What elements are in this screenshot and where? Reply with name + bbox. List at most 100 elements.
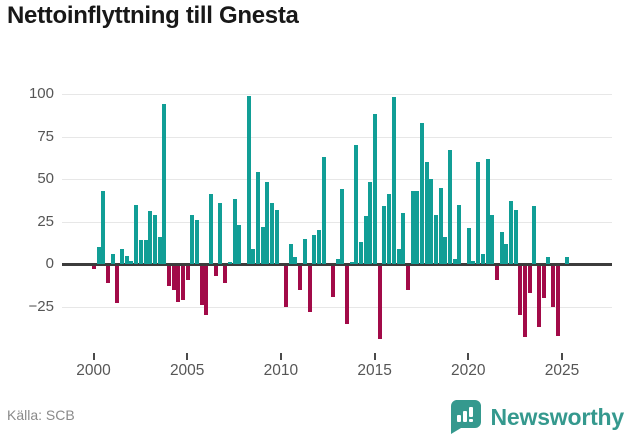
- y-axis-label: 50: [37, 170, 54, 187]
- bar-positive: [101, 190, 106, 264]
- bar-positive: [565, 257, 570, 264]
- x-axis-label: 2025: [544, 362, 580, 379]
- x-axis-tick: [467, 353, 470, 360]
- bar-positive: [396, 248, 401, 264]
- bar-positive: [110, 253, 115, 264]
- x-axis-label: 2010: [263, 362, 299, 379]
- bar-positive: [415, 190, 420, 264]
- bar-positive: [209, 194, 214, 264]
- bar-negative: [330, 266, 335, 297]
- bar-positive: [162, 104, 167, 264]
- bar-negative: [377, 266, 382, 340]
- bar-positive: [143, 240, 148, 264]
- bar-positive: [532, 206, 537, 264]
- x-axis-tick: [186, 353, 189, 360]
- bar-positive: [359, 241, 364, 264]
- bar-positive: [448, 150, 453, 264]
- bar-positive: [321, 156, 326, 264]
- bar-positive: [129, 260, 134, 264]
- bar-negative: [541, 266, 546, 299]
- bar-positive: [274, 209, 279, 264]
- bar-positive: [452, 258, 457, 264]
- y-axis-label: 0: [45, 255, 54, 272]
- bar-positive: [195, 219, 200, 264]
- bar-positive: [265, 182, 270, 264]
- bar-positive: [499, 231, 504, 264]
- x-axis-tick: [279, 353, 282, 360]
- bar-positive: [335, 258, 340, 264]
- gridline: [62, 179, 612, 180]
- bar-positive: [429, 179, 434, 264]
- bar-positive: [419, 122, 424, 264]
- gridline: [62, 94, 612, 95]
- x-axis-label: 2020: [451, 362, 486, 379]
- gridline: [62, 306, 612, 308]
- x-axis-tick: [561, 353, 563, 360]
- bar-positive: [410, 190, 415, 264]
- x-axis-label: 2015: [357, 362, 392, 379]
- bar-negative: [106, 266, 111, 283]
- x-axis-label: 2005: [169, 362, 205, 379]
- bar-negative: [555, 266, 560, 336]
- bar-positive: [457, 204, 462, 264]
- bar-positive: [316, 230, 321, 264]
- bar-negative: [298, 266, 303, 290]
- gridline: [62, 221, 612, 223]
- bar-positive: [157, 236, 162, 264]
- bar-positive: [373, 114, 378, 264]
- bar-positive: [246, 95, 251, 264]
- bar-positive: [480, 253, 485, 264]
- bar-positive: [434, 214, 438, 264]
- bar-positive: [490, 214, 495, 264]
- bar-positive: [382, 206, 387, 264]
- plot-area: 100 75 50 25 0 −25 2000 2005 2010 2015 2020 2025: [0, 85, 631, 388]
- x-axis-tick: [92, 353, 95, 360]
- bar-positive: [288, 243, 293, 264]
- brand-name: Newsworthy: [490, 403, 625, 430]
- bar-negative: [284, 266, 289, 307]
- bar-positive: [546, 257, 551, 264]
- bar-chart-pin-icon: [450, 400, 481, 434]
- bar-negative: [171, 266, 176, 290]
- bar-positive: [237, 224, 242, 264]
- bar-negative: [204, 266, 209, 316]
- bar-positive: [148, 211, 153, 264]
- source-note: Källa: SCB: [7, 407, 75, 423]
- bar-negative: [527, 266, 532, 294]
- bar-positive: [232, 199, 237, 264]
- bar-negative: [176, 266, 181, 302]
- bar-positive: [340, 189, 345, 264]
- bar-positive: [260, 226, 265, 264]
- bar-positive: [476, 162, 481, 264]
- bar-positive: [293, 257, 298, 264]
- bar-positive: [134, 204, 139, 264]
- bar-positive: [438, 187, 443, 264]
- y-axis-label: 25: [37, 212, 54, 230]
- bar-negative: [344, 266, 349, 324]
- bar-positive: [302, 238, 307, 264]
- bar-negative: [213, 266, 218, 277]
- gridline: [62, 136, 612, 138]
- bar-positive: [466, 228, 471, 264]
- chart-title: Nettoinflyttning till Gnesta: [7, 2, 299, 29]
- bar-negative: [92, 266, 96, 270]
- brand-logo: Newsworthy: [449, 398, 624, 436]
- x-axis-tick: [373, 353, 376, 360]
- bar-positive: [349, 262, 354, 264]
- y-axis-label: −25: [28, 297, 54, 315]
- bar-positive: [391, 97, 396, 264]
- bar-positive: [218, 202, 223, 264]
- bar-positive: [471, 260, 476, 264]
- bar-negative: [537, 266, 542, 328]
- bar-positive: [424, 162, 429, 264]
- y-axis-label: 100: [28, 85, 54, 102]
- bar-negative: [181, 266, 185, 300]
- bar-positive: [96, 247, 101, 264]
- bar-negative: [166, 266, 171, 287]
- bar-positive: [227, 262, 232, 264]
- bar-positive: [363, 216, 368, 264]
- bar-negative: [223, 266, 228, 283]
- bar-positive: [354, 145, 359, 264]
- bar-positive: [270, 202, 275, 264]
